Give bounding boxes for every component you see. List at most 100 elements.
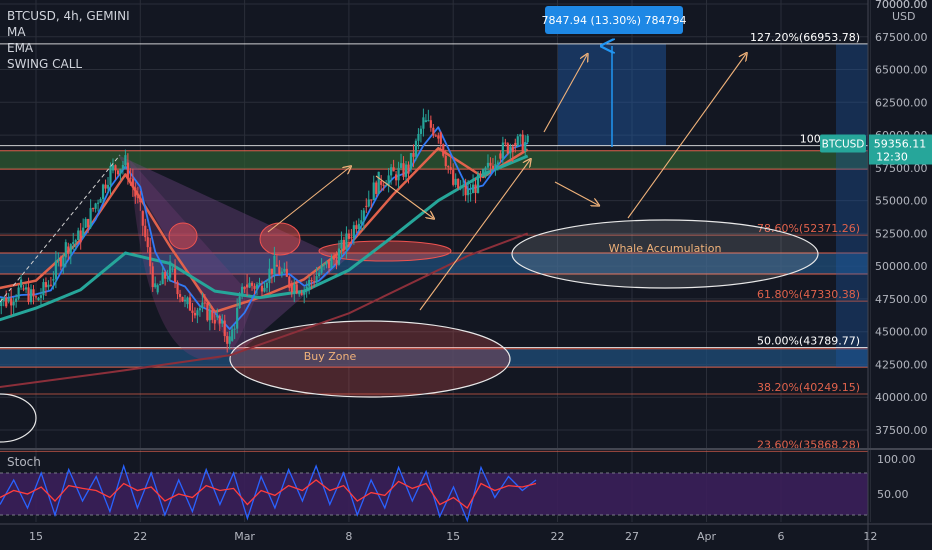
candle-body [494, 164, 497, 169]
candle-body [144, 225, 147, 238]
candle-body [506, 143, 509, 154]
countdown-label: 12:30 [876, 151, 908, 164]
candle-body [275, 264, 278, 267]
candle-body [109, 166, 112, 185]
symbol-badge[interactable] [820, 134, 866, 153]
indicator-swing-call-label[interactable]: SWING CALL [7, 57, 83, 71]
chart-title: BTCUSD, 4h, GEMINI [7, 9, 130, 23]
zone-blue [0, 253, 868, 275]
candle-body [42, 282, 45, 296]
candle-body [101, 184, 105, 199]
candle-body [424, 120, 427, 122]
candle-body [454, 178, 457, 185]
candle-body [330, 257, 333, 268]
candle-body [432, 127, 435, 136]
candle-body [69, 244, 72, 254]
candle-body [221, 320, 224, 324]
candle-body [278, 266, 281, 275]
candle-body [318, 272, 321, 277]
x-tick-label: 8 [345, 530, 352, 543]
measure-label: 7847.94 (13.30%) 784794 [542, 14, 687, 27]
candle-body [288, 276, 291, 288]
candle-body [206, 302, 209, 321]
candle-body [250, 282, 254, 286]
candle-body [496, 162, 499, 165]
candle-body [161, 272, 164, 284]
candle-body [154, 283, 157, 288]
candle-body [335, 259, 338, 265]
candle-body [223, 320, 226, 337]
candle-body [491, 165, 495, 169]
candle-body [176, 282, 179, 295]
whale-accumulation-ellipse[interactable] [511, 219, 819, 289]
stoch-tick-label: 100.00 [877, 453, 916, 466]
indicator-ma-label[interactable]: MA [7, 25, 26, 39]
stoch-layer: 100.00 50.00 Stoch [0, 453, 916, 523]
trend-arrow [543, 55, 587, 133]
candle-body [231, 329, 234, 341]
candle-body [99, 198, 102, 203]
candle-body [131, 178, 134, 188]
candle-body [32, 289, 35, 297]
candle-body [280, 271, 283, 275]
candle-body [459, 186, 462, 189]
measure-badge[interactable] [545, 6, 683, 34]
candle-body [380, 180, 383, 185]
candle-body [248, 282, 251, 288]
indicator-ema-label[interactable]: EMA [7, 41, 34, 55]
candle-body [77, 230, 80, 241]
candle-body [159, 283, 162, 286]
candle-body [481, 169, 485, 175]
candle-body [486, 162, 490, 168]
candle-body [427, 120, 430, 122]
candle-body [367, 199, 370, 207]
candle-body [134, 187, 137, 197]
candle-body [17, 287, 20, 299]
candle-body [72, 242, 75, 245]
candle-body [203, 302, 206, 304]
candle-body [285, 268, 288, 277]
candle-body [265, 282, 269, 288]
y-tick-label-top: 70000.00 [875, 0, 928, 11]
candle-body [464, 185, 467, 196]
y-tick-label: 67500.00 [875, 31, 928, 44]
candle-body [452, 169, 455, 185]
candle-body [89, 208, 92, 228]
fib-label: 50.00%(43789.77) [757, 335, 860, 348]
candle-body [310, 280, 313, 282]
buy-zone-label: Buy Zone [304, 350, 357, 363]
candle-body [228, 336, 231, 344]
legend: BTCUSD, 4h, GEMINI MA EMA SWING CALL [7, 8, 130, 72]
candle-body [253, 285, 256, 289]
price-badge[interactable] [869, 134, 932, 165]
candle-body [255, 284, 259, 289]
x-tick-label: Mar [234, 530, 255, 543]
left-edge-ellipse [0, 393, 37, 443]
candle-body [82, 227, 85, 237]
candle-body [193, 312, 197, 316]
top-circle [259, 222, 301, 256]
candle-body [320, 265, 323, 273]
candle-body [67, 246, 70, 254]
symbol-badge-label: BTCUSD [822, 139, 865, 151]
candle-body [111, 165, 115, 171]
candle-body [27, 287, 30, 303]
candle-body [196, 310, 199, 316]
x-tick-label: 22 [551, 530, 565, 543]
candle-body [37, 297, 40, 301]
buy-zone-ellipse[interactable] [229, 320, 511, 398]
candle-body [295, 284, 298, 294]
candle-body [124, 155, 127, 166]
candle-body [15, 298, 18, 302]
candle-body [355, 225, 358, 230]
candle-body [198, 308, 201, 311]
triangle-pattern [118, 155, 345, 355]
candle-body [300, 293, 303, 295]
candle-body [129, 177, 132, 179]
candle-body [87, 219, 90, 228]
candle-body [166, 277, 169, 279]
candle-body [52, 279, 55, 281]
candle-body [313, 281, 316, 283]
